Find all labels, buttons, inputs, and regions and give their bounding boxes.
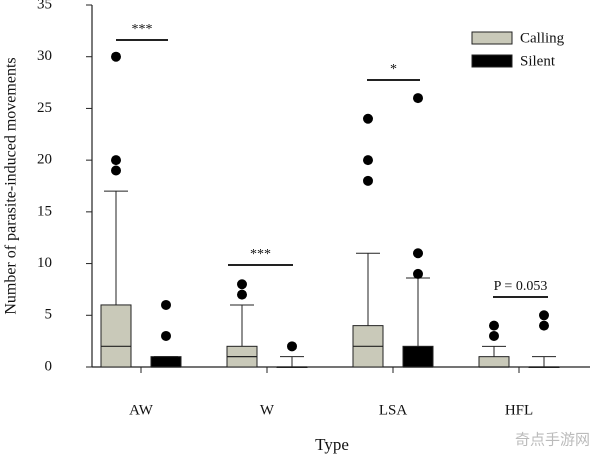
outlier xyxy=(363,155,373,166)
significance-label: *** xyxy=(250,247,271,262)
significance-label: *** xyxy=(132,22,153,37)
box xyxy=(150,356,182,368)
x-tick-label: LSA xyxy=(379,402,408,418)
x-tick-label: W xyxy=(260,402,275,418)
x-tick-label: AW xyxy=(129,402,154,418)
legend-swatch xyxy=(471,54,513,68)
outlier xyxy=(111,155,121,166)
outlier xyxy=(413,248,423,259)
watermark: 奇点手游网 xyxy=(515,431,590,449)
outlier xyxy=(161,299,171,310)
legend-label: Silent xyxy=(520,53,556,69)
outlier xyxy=(111,51,121,62)
y-tick-label: 35 xyxy=(37,0,52,12)
outlier xyxy=(489,330,499,341)
y-tick-label: 10 xyxy=(37,255,52,271)
outlier xyxy=(413,93,423,104)
significance-label: * xyxy=(390,62,397,77)
y-tick-label: 30 xyxy=(37,48,52,64)
y-tick-label: 20 xyxy=(37,152,52,168)
y-tick-label: 15 xyxy=(37,203,52,219)
y-tick-label: 0 xyxy=(45,358,53,374)
outlier xyxy=(413,268,423,279)
y-tick-label: 5 xyxy=(45,307,53,323)
outlier xyxy=(489,320,499,331)
outlier xyxy=(363,113,373,124)
y-axis-label: Number of parasite-induced movements xyxy=(3,57,20,314)
outlier xyxy=(363,175,373,186)
outlier xyxy=(111,165,121,176)
outlier xyxy=(161,330,171,341)
outlier xyxy=(539,320,549,331)
outlier xyxy=(237,289,247,300)
legend-label: Calling xyxy=(520,30,565,46)
y-tick-label: 25 xyxy=(37,100,52,116)
outlier xyxy=(237,279,247,290)
box xyxy=(402,345,434,368)
significance-label: P = 0.053 xyxy=(494,279,548,294)
outlier xyxy=(287,341,297,352)
box xyxy=(100,304,132,368)
x-tick-label: HFL xyxy=(505,402,533,418)
legend-swatch xyxy=(471,31,513,45)
outlier xyxy=(539,310,549,321)
box xyxy=(478,356,510,368)
x-axis-label: Type xyxy=(315,435,349,454)
